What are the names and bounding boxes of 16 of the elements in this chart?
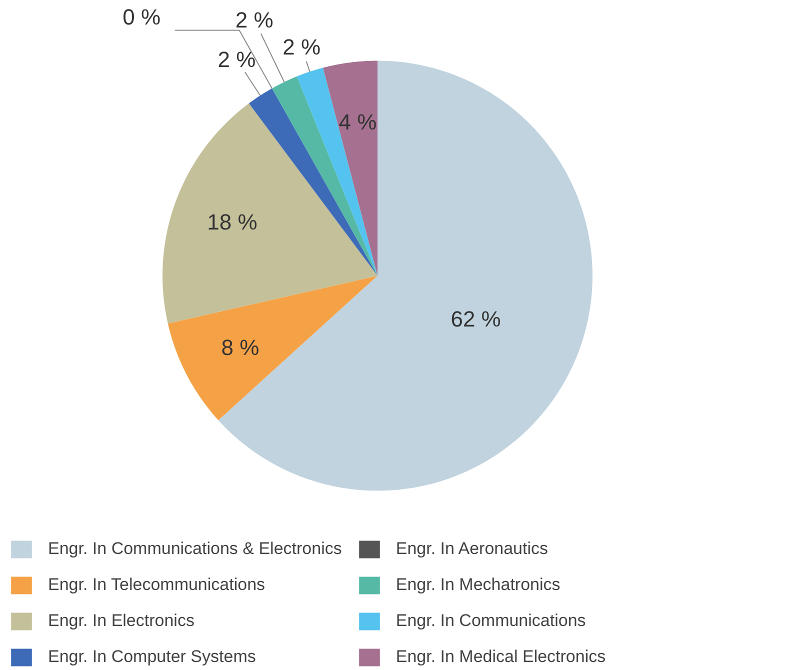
legend-label: Engr. In Mechatronics	[396, 575, 560, 595]
legend-label: Engr. In Computer Systems	[48, 647, 256, 667]
data-label: 2 %	[235, 8, 274, 33]
data-label: 18 %	[207, 210, 258, 235]
legend-label: Engr. In Communications	[396, 611, 586, 631]
legend-label: Engr. In Electronics	[48, 611, 194, 631]
data-label: 2 %	[218, 46, 256, 72]
text: 0 %	[122, 4, 161, 30]
legend-label: Engr. In Aeronautics	[396, 539, 548, 559]
data-label: 4 %	[338, 110, 377, 135]
data-label: 2 %	[282, 34, 321, 60]
legend-label: Engr. In Telecommunications	[48, 575, 266, 595]
data-label: 8 %	[221, 334, 260, 360]
data-label: 62 %	[450, 306, 501, 332]
legend-label: Engr. In Medical Electronics	[396, 647, 606, 667]
legend-label: Engr. In Communications & Electronics	[48, 539, 342, 559]
